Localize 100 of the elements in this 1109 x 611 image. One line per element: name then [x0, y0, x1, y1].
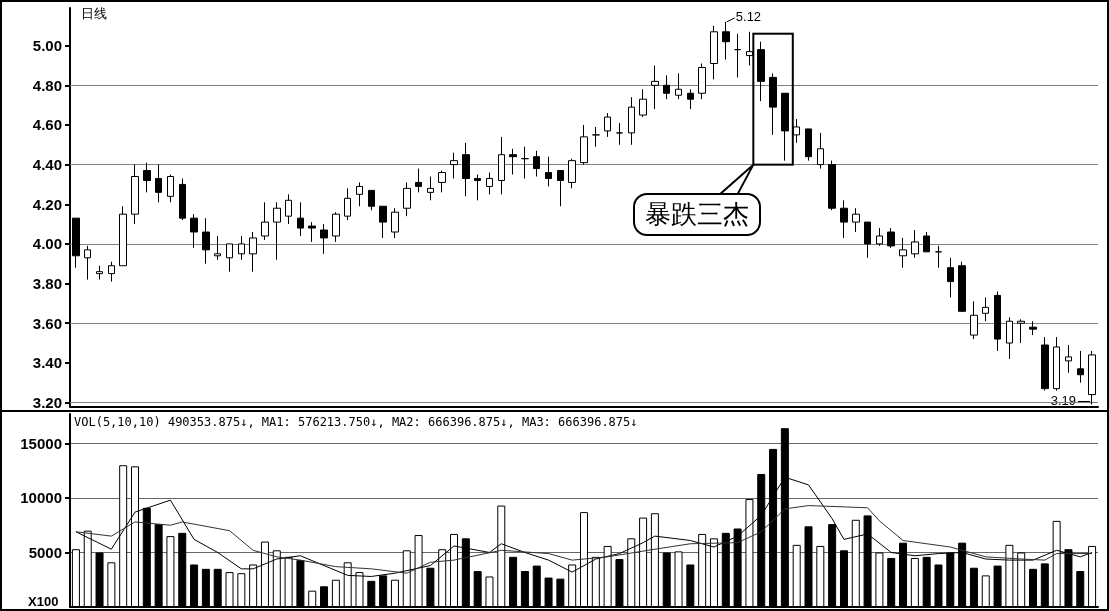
y-tick-label: 3.80 [32, 275, 62, 293]
y-tick-label: 3.20 [32, 394, 62, 411]
candlestick [935, 245, 942, 269]
candlestick [852, 207, 860, 233]
candlestick [308, 221, 316, 243]
y-tick-label: 10000 [20, 489, 62, 507]
candlestick [533, 150, 540, 178]
candlestick [190, 213, 198, 249]
candlestick [757, 41, 765, 102]
candlestick [131, 164, 139, 225]
candlestick [970, 300, 978, 340]
candlestick [982, 296, 989, 322]
candlestick [214, 235, 221, 261]
candlestick [1077, 350, 1084, 384]
y-tick-label: 3.40 [32, 354, 62, 372]
annotation: 5.12 [735, 8, 762, 24]
candlestick [474, 174, 481, 201]
candlestick [923, 231, 930, 253]
chart-title: 日线 [81, 6, 107, 21]
y-tick-label: 4.00 [32, 235, 62, 253]
y-tick-label: 5000 [28, 543, 62, 561]
candlestick [887, 227, 895, 249]
candlestick [663, 74, 670, 100]
candlestick [403, 181, 411, 217]
candlestick [119, 205, 127, 267]
candlestick [1006, 316, 1013, 360]
y-tick-label: 5.00 [32, 37, 62, 55]
y-tick-label: 3.60 [32, 314, 62, 332]
candlestick [698, 63, 706, 100]
candlestick [628, 96, 635, 146]
candlestick [356, 181, 363, 207]
candlestick [746, 31, 753, 66]
candlestick [96, 265, 103, 281]
candlestick [285, 193, 292, 225]
candlestick [911, 229, 919, 259]
candlestick [687, 88, 694, 110]
annotation: VOL(5,10,10) 490353.875↓, MA1: 576213.750↓, MA2: 666396.875↓, MA3: 666396.875↓ [74, 415, 638, 429]
candlestick [261, 201, 269, 241]
candlestick [828, 160, 836, 211]
candlestick [498, 136, 505, 195]
candlestick [1041, 336, 1049, 392]
candlestick [438, 170, 446, 193]
candlestick [427, 176, 434, 201]
candlestick [108, 261, 115, 283]
candlestick [143, 162, 151, 193]
candlestick [958, 261, 966, 312]
candlestick [1017, 318, 1025, 344]
y-axis-title: X100 [28, 594, 59, 609]
candlestick [84, 245, 91, 281]
candlestick [179, 177, 186, 221]
candlestick [616, 122, 623, 146]
candlestick [202, 217, 210, 265]
candlestick [521, 146, 529, 179]
candlestick [545, 156, 552, 187]
candlestick [167, 174, 174, 203]
candlestick [557, 170, 564, 207]
candlestick [947, 257, 954, 298]
candlestick [226, 243, 233, 273]
candlestick [793, 118, 800, 144]
candlestick [651, 64, 659, 110]
candlestick [273, 201, 281, 261]
candlestick [1065, 344, 1072, 374]
candlestick [297, 201, 304, 237]
candlestick [568, 158, 576, 189]
candlestick [379, 205, 387, 239]
candlestick [332, 211, 340, 243]
line-series [75, 505, 1093, 574]
candlestick [462, 142, 470, 197]
y-tick-label: 4.20 [32, 195, 62, 213]
candlestick [817, 132, 824, 170]
candlestick [710, 25, 718, 80]
annotation: 3.19 [1050, 393, 1077, 409]
candlestick [769, 72, 777, 136]
candlestick [840, 199, 848, 239]
candlestick [391, 207, 399, 239]
candlestick [639, 88, 647, 118]
candlestick [344, 187, 351, 221]
candlestick [876, 227, 883, 247]
candlestick [805, 128, 812, 162]
y-tick-label: 4.40 [32, 156, 62, 174]
candlestick [1029, 320, 1037, 336]
candlestick [675, 72, 682, 100]
candlestick [320, 223, 328, 255]
candlestick [864, 221, 871, 259]
candlestick [249, 231, 257, 273]
candlestick [368, 189, 375, 211]
candlestick [1053, 336, 1060, 392]
candlestick [604, 112, 611, 138]
candlestick [899, 237, 907, 269]
y-tick-label: 15000 [20, 434, 62, 452]
candlestick [994, 290, 1001, 352]
candlestick [238, 235, 245, 261]
candlestick [450, 152, 458, 179]
candlestick [415, 168, 422, 193]
y-tick-label: 4.60 [32, 116, 62, 134]
candlestick [734, 33, 741, 78]
candlestick [781, 92, 789, 162]
candlestick [509, 148, 517, 176]
candlestick [580, 124, 588, 166]
candlestick [155, 164, 162, 203]
